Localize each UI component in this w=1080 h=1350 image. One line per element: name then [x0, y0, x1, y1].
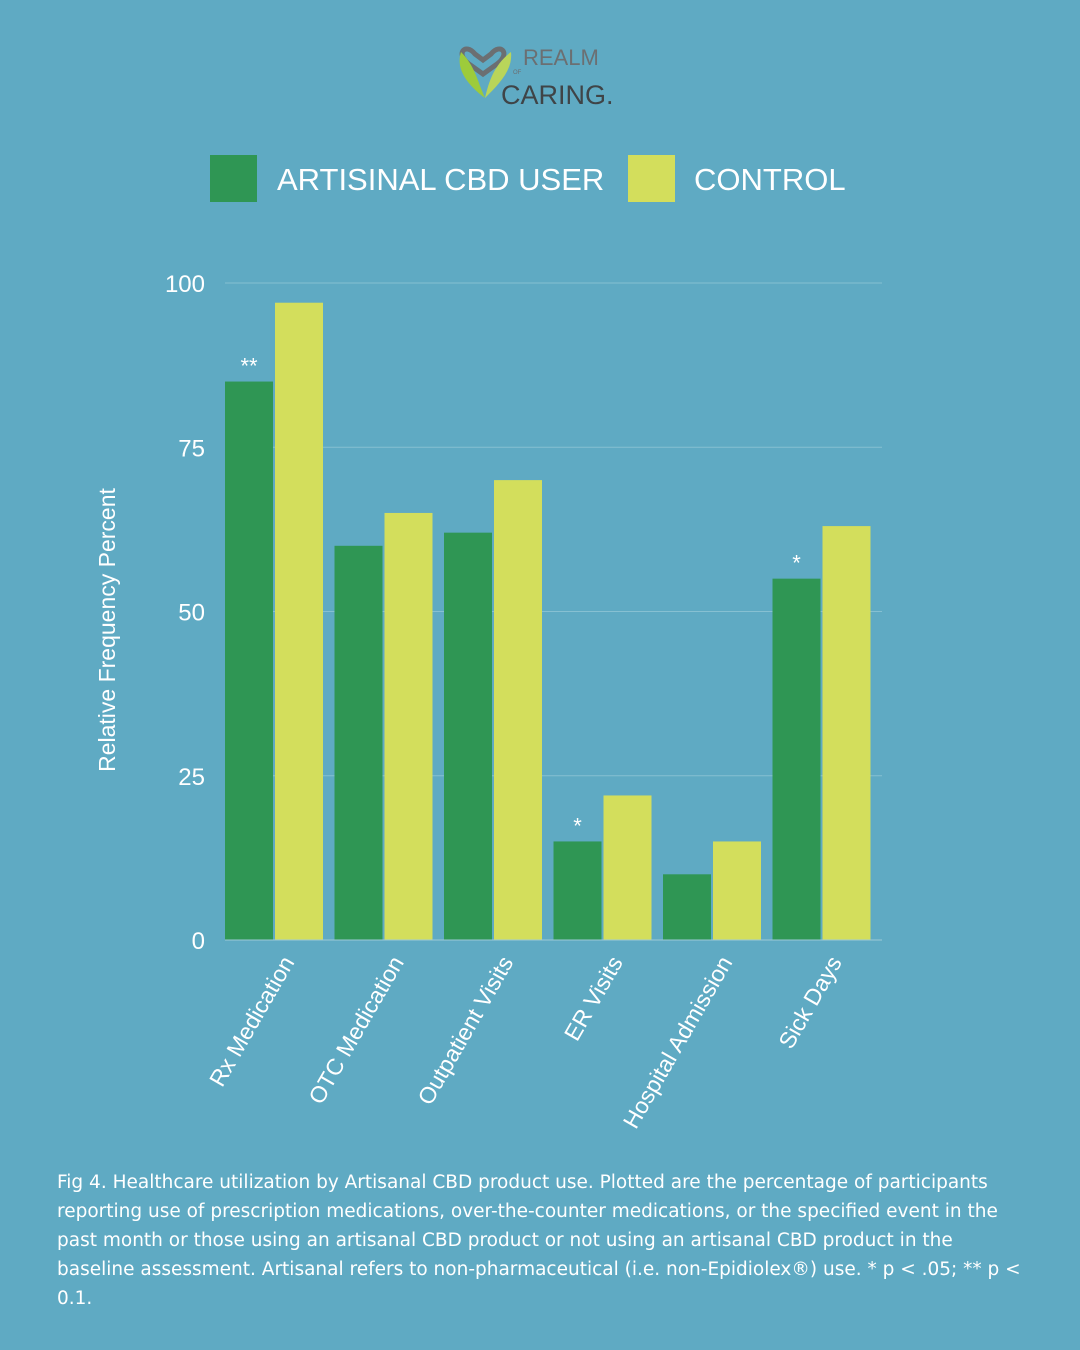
bar-control	[603, 795, 652, 940]
bar-cbd-user	[225, 381, 273, 940]
bar-control	[822, 526, 871, 940]
svg-text:REALM: REALM	[523, 45, 599, 70]
svg-text:OF: OF	[513, 70, 522, 76]
bar-control	[384, 512, 433, 940]
bar-cbd-user	[334, 545, 383, 940]
legend-swatch-control	[628, 155, 675, 202]
x-tick-label: Outpatient Visits	[412, 952, 518, 1110]
x-tick-label: Rx Medication	[204, 952, 299, 1091]
legend-label-control: CONTROL	[694, 162, 846, 197]
bar-cbd-user	[772, 578, 821, 940]
bar-control	[494, 480, 542, 940]
bar-cbd-user	[553, 841, 602, 940]
x-tick-label: ER Visits	[559, 952, 628, 1045]
bar-cbd-user	[663, 874, 711, 940]
x-tick-label: Sick Days	[773, 952, 847, 1054]
svg-text:CARING.: CARING.	[501, 80, 614, 110]
realm-of-caring-logo: REALM OF CARING.	[459, 45, 614, 110]
x-tick-label: OTC Medication	[303, 952, 409, 1109]
figure-caption: Fig 4. Healthcare utilization by Artisan…	[57, 1172, 1021, 1309]
y-tick-label: 100	[165, 271, 205, 298]
significance-marker: *	[792, 551, 801, 576]
legend-swatch-cbd-user	[210, 155, 257, 202]
legend: ARTISINAL CBD USER CONTROL	[0, 155, 1080, 203]
y-tick-label: 25	[178, 764, 205, 791]
bar-control	[713, 841, 761, 940]
x-tick-label: Hospital Admission	[618, 952, 738, 1133]
bar-control	[275, 302, 323, 941]
y-tick-label: 50	[178, 600, 205, 627]
y-axis-label: Relative Frequency Percent	[94, 487, 120, 771]
y-tick-label: 0	[192, 928, 205, 955]
bar-cbd-user	[444, 532, 492, 940]
legend-label-cbd-user: ARTISINAL CBD USER	[277, 162, 605, 197]
y-tick-label: 75	[178, 435, 205, 462]
significance-marker: *	[573, 813, 582, 838]
significance-marker: **	[240, 354, 258, 379]
